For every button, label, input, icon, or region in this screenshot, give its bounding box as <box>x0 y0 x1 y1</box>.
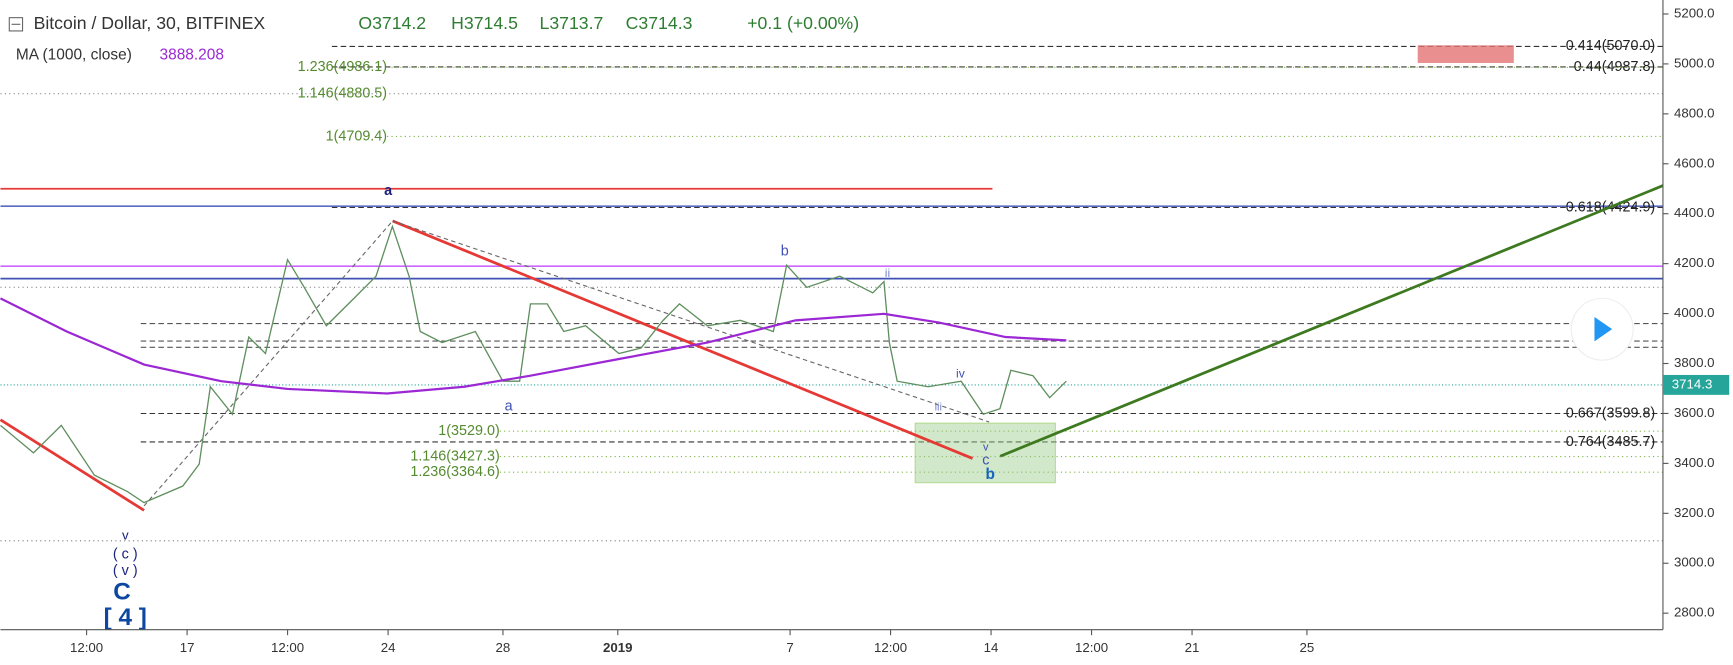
y-tick-label: 4200.0 <box>1674 255 1715 270</box>
ohlc-value: C3714.3 <box>626 13 693 33</box>
wave-label: iii <box>935 402 942 414</box>
wave-label: C <box>113 579 131 606</box>
ohlc-value: H3714.5 <box>451 13 518 33</box>
ohlc-value: O3714.2 <box>358 13 426 33</box>
wave-label: ( v ) <box>113 563 138 579</box>
collapse-icon[interactable] <box>8 17 24 32</box>
wave-line <box>143 220 394 507</box>
x-tick-label: 24 <box>381 640 396 655</box>
series-line <box>0 224 1067 504</box>
y-tick-label: 5200.0 <box>1674 5 1715 20</box>
x-tick-label: 12:00 <box>70 640 103 655</box>
y-tick-label: 3000.0 <box>1674 555 1715 570</box>
fib-label: 1.236(4986.1) <box>298 59 387 75</box>
wave-label: v <box>122 527 129 542</box>
wave-label: c <box>982 452 989 468</box>
wave-line <box>392 220 990 423</box>
fib-label: 0.44(4987.8) <box>1574 59 1655 75</box>
wave-label: b <box>985 466 994 483</box>
x-tick-label: 21 <box>1185 640 1200 655</box>
y-tick-label: 5000.0 <box>1674 55 1715 70</box>
fib-label: 1(4709.4) <box>326 128 387 144</box>
wave-label: ii <box>885 266 890 280</box>
x-tick-label: 14 <box>984 640 999 655</box>
symbol-title: Bitcoin / Dollar, 30, BITFINEX <box>34 13 266 33</box>
x-tick-label: 12:00 <box>1075 640 1108 655</box>
projection-line <box>999 184 1664 458</box>
trend-line <box>0 418 145 512</box>
axes: 2800.0 3000.0 3200.0 3400.0 3600.0 3800.0 4000… <box>70 5 1730 655</box>
target-box <box>1417 45 1514 63</box>
last-price-tag <box>1662 374 1730 395</box>
x-tick-label: 25 <box>1300 640 1315 655</box>
fib-label: 1.236(3364.6) <box>410 464 499 480</box>
wave-label: iv <box>956 367 966 381</box>
indicator-value: 3888.208 <box>160 46 224 63</box>
y-tick-label: 4000.0 <box>1674 305 1715 320</box>
fib-label: 0.667(3599.8) <box>1566 405 1655 421</box>
wave-label: b <box>781 244 789 260</box>
y-tick-label: 4600.0 <box>1674 155 1715 170</box>
wave-label: a <box>505 398 513 414</box>
y-tick-label: 3400.0 <box>1674 455 1715 470</box>
trend-line <box>392 219 974 460</box>
play-icon <box>1594 317 1613 342</box>
fib-label: 0.414(5070.0) <box>1566 38 1655 54</box>
wave-label: [ 4 ] <box>104 604 147 631</box>
fib-label: 0.764(3485.7) <box>1566 434 1655 450</box>
levels: 0.414(5070.0)0.44(4987.8)0.618(4424.9)0.… <box>0 38 1663 542</box>
fib-label: 1.146(4880.5) <box>298 86 387 102</box>
x-tick-label: 17 <box>180 640 195 655</box>
ohlc-value: +0.1 (+0.00%) <box>747 13 859 33</box>
y-tick-label: 4400.0 <box>1674 205 1715 220</box>
x-tick-label: 7 <box>786 640 793 655</box>
y-tick-label: 3200.0 <box>1674 505 1715 520</box>
series-line <box>0 297 1067 395</box>
x-tick-label: 12:00 <box>874 640 907 655</box>
fib-label: 1(3529.0) <box>438 423 499 439</box>
last-price-label: 3714.3 <box>1672 376 1713 391</box>
indicator-name: MA (1000, close) <box>16 46 132 63</box>
y-tick-label: 3600.0 <box>1674 405 1715 420</box>
fib-label: 1.146(3427.3) <box>410 448 499 464</box>
y-tick-label: 3800.0 <box>1674 355 1715 370</box>
wave-label: v <box>983 441 989 453</box>
x-tick-label: 2019 <box>603 640 632 655</box>
ohlc-value: L3713.7 <box>540 13 604 33</box>
wave-label: ( c ) <box>113 546 138 562</box>
wave-label: a <box>384 183 393 199</box>
y-tick-label: 4800.0 <box>1674 105 1715 120</box>
x-tick-label: 28 <box>496 640 511 655</box>
y-tick-label: 2800.0 <box>1674 605 1715 620</box>
target-box <box>914 422 1056 484</box>
series <box>0 224 1067 504</box>
x-tick-label: 12:00 <box>271 640 304 655</box>
